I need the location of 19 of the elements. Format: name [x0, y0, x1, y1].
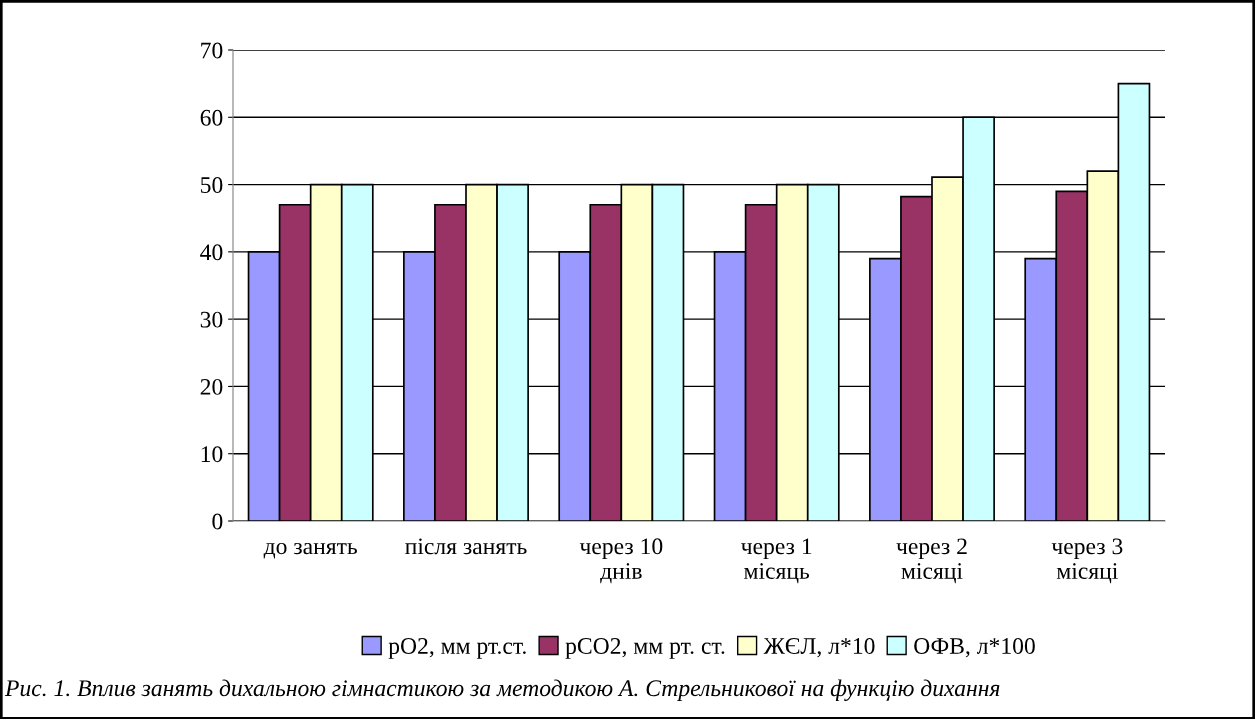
- y-tick-label: 20: [200, 378, 223, 395]
- legend-label: ЖЄЛ, л*10: [763, 637, 875, 658]
- y-tick-label: 0: [212, 513, 223, 530]
- y-tick-label: 50: [201, 177, 223, 193]
- y-tick-label: 30: [200, 311, 223, 328]
- y-tick-label: 40: [200, 244, 223, 261]
- legend-label: pO2, мм рт.ст.: [388, 638, 526, 659]
- x-tick-label: через 2 місяці: [896, 538, 967, 584]
- x-tick-label: через 10 днів: [579, 538, 663, 584]
- x-tick-label: після занять: [405, 538, 527, 555]
- x-tick-label: до занять: [263, 542, 358, 559]
- y-tick-label: 70: [201, 42, 223, 59]
- x-tick-label: через 3 місяці: [1051, 538, 1123, 584]
- legend-label: pCO2, мм рт. ст.: [565, 638, 725, 659]
- text: Рис. 1. Вплив занять дихальною гімнастикою за методикою А. Стрельникової на функцію дихання: [4, 679, 1000, 702]
- y-tick-label: 60: [200, 109, 223, 126]
- x-tick-label: через 1 місяць: [741, 538, 812, 584]
- y-tick-label: 10: [201, 446, 223, 463]
- legend-label: ОФВ, л*100: [914, 637, 1035, 658]
